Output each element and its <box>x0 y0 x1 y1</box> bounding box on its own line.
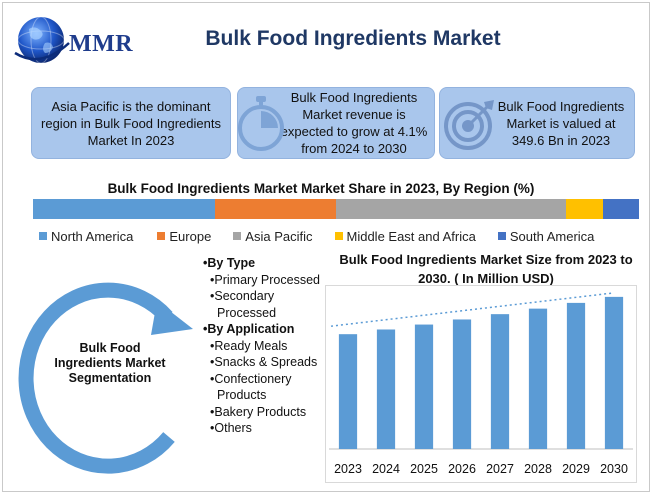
chart-border <box>325 285 637 483</box>
info-card-valuation: Bulk Food Ingredients Market is valued a… <box>439 87 635 159</box>
segment-item: •Secondary Processed <box>210 289 277 320</box>
share-segment-asia-pacific <box>335 199 567 219</box>
info-card-growth: Bulk Food Ingredients Market revenue is … <box>237 87 435 159</box>
legend-item: Middle East and Africa <box>334 228 476 244</box>
market-size-bar-chart: 2023 2024 2025 2026 2027 2028 2029 2030 <box>325 285 637 483</box>
legend-label: North America <box>51 228 134 244</box>
legend-label: Europe <box>169 228 212 244</box>
bar-2030 <box>604 296 624 449</box>
legend-label: Middle East and Africa <box>346 228 476 244</box>
info-card-text: Asia Pacific is the dominant region in B… <box>41 98 221 148</box>
share-segment-europe <box>214 199 336 219</box>
segment-item: •Bakery Products <box>210 404 307 419</box>
bar-2027 <box>490 314 510 449</box>
x-tick-label: 2024 <box>372 462 400 476</box>
legend-item: Asia Pacific <box>233 228 313 244</box>
legend-item: Europe <box>157 228 211 244</box>
x-tick-label: 2026 <box>448 462 476 476</box>
x-tick-label: 2029 <box>562 462 590 476</box>
page-title: Bulk Food Ingredients Market <box>205 27 501 50</box>
mmr-globe-logo-icon <box>14 16 70 64</box>
segment-item: •Snacks & Spreads <box>210 355 318 369</box>
stopwatch-icon <box>238 96 284 151</box>
share-segment-north-america <box>33 199 215 219</box>
bar-2028 <box>528 308 548 449</box>
segment-group-title: •By Application <box>203 322 295 336</box>
info-card-text: Bulk Food Ingredients Market is valued a… <box>497 98 625 148</box>
segment-item: •Ready Meals <box>210 338 288 353</box>
bar-2025 <box>414 324 434 449</box>
info-card-dominant-region: Asia Pacific is the dominant region in B… <box>31 87 231 159</box>
x-tick-label: 2025 <box>410 462 438 476</box>
share-segment-south-america <box>602 199 639 219</box>
share-chart-title: Bulk Food Ingredients Market Market Shar… <box>107 181 535 196</box>
legend-label: South America <box>509 228 595 244</box>
target-icon <box>444 100 494 150</box>
legend-item: South America <box>497 228 595 244</box>
bar-2029 <box>566 302 586 449</box>
market-size-chart-title: Bulk Food Ingredients Market Size from 2… <box>339 252 633 286</box>
cycle-arrow-icon <box>18 282 193 474</box>
legend-label: Asia Pacific <box>245 228 313 244</box>
legend-swatch <box>39 232 47 240</box>
segmentation-label: Bulk Food Ingredients Market Segmentatio… <box>54 341 166 385</box>
bar-2024 <box>376 329 396 449</box>
segment-item: •Others <box>210 421 252 435</box>
x-tick-label: 2027 <box>486 462 514 476</box>
bar-2023 <box>338 334 358 449</box>
x-tick-label: 2023 <box>334 462 362 476</box>
x-tick-label: 2028 <box>524 462 552 476</box>
bar-2026 <box>452 319 472 449</box>
region-legend: North America Europe Asia Pacific Middle Ea… <box>39 228 639 244</box>
logo-text: MMR <box>69 31 134 57</box>
segment-item: •Primary Processed <box>210 272 320 287</box>
legend-swatch <box>334 232 343 240</box>
segment-item: •Confectionery Products <box>210 371 292 403</box>
legend-item: North America <box>39 228 133 244</box>
legend-swatch <box>497 232 506 240</box>
segmentation-list: •By Type •Primary Processed •Secondary Pro… <box>203 255 325 437</box>
region-share-bar <box>33 199 639 219</box>
segment-group-title: •By Type <box>203 256 256 270</box>
x-tick-label: 2030 <box>600 462 628 476</box>
info-card-text: Bulk Food Ingredients Market revenue is … <box>280 90 428 156</box>
legend-swatch <box>157 232 166 240</box>
share-segment-middle-east-and-africa <box>566 199 603 219</box>
legend-swatch <box>233 232 242 240</box>
